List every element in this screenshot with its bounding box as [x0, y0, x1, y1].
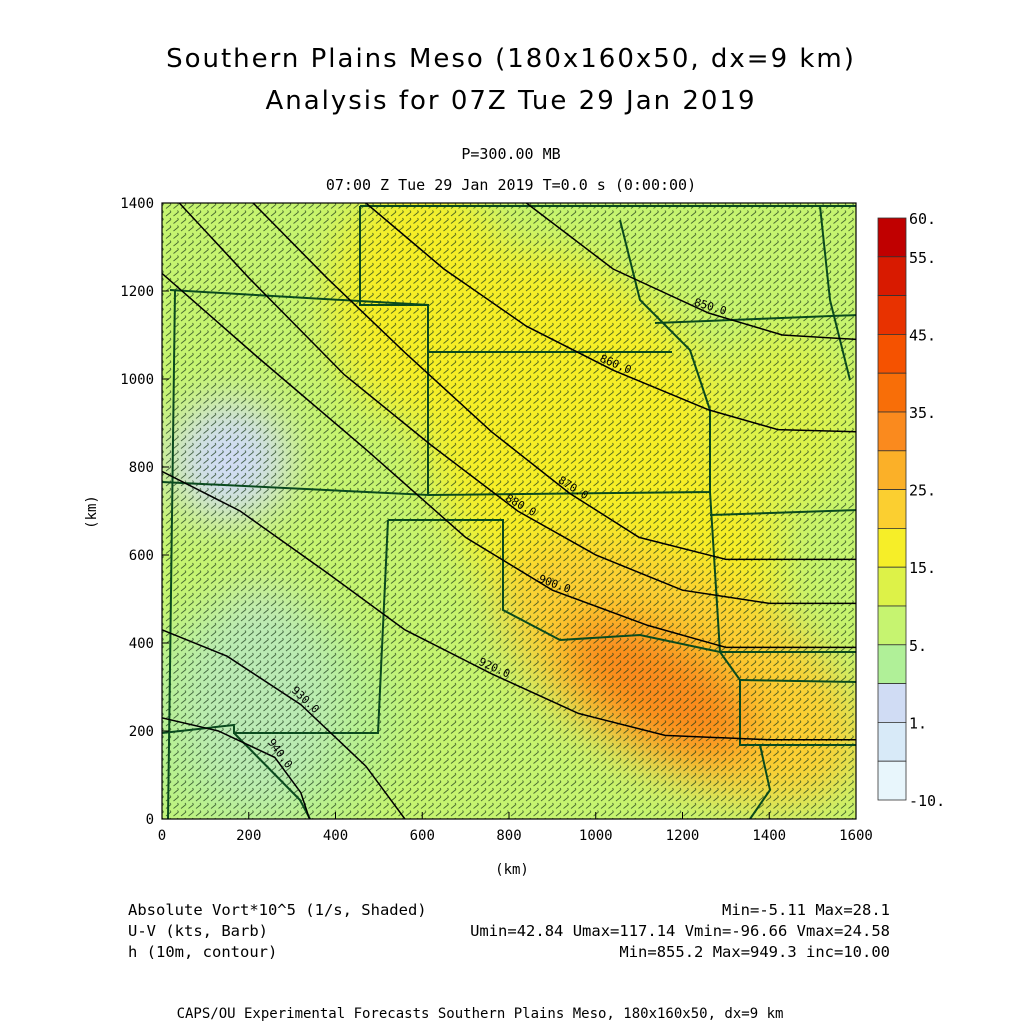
x-axis: 0 200 400 600 800 1000 1200 1400 1600 — [158, 812, 873, 844]
colorbar-label: 45. — [909, 326, 936, 344]
height-contour — [162, 629, 406, 819]
y-tick-label: 0 — [146, 812, 154, 828]
height-contour — [162, 470, 856, 741]
colorbar-swatch — [877, 450, 907, 490]
y-tick-label: 1400 — [120, 196, 154, 212]
title-line-1: Southern Plains Meso (180x160x50, dx=9 k… — [166, 44, 856, 74]
colorbar-label: 60. — [909, 210, 936, 228]
y-tick-label: 200 — [129, 724, 154, 740]
colorbar-swatch — [877, 411, 907, 452]
x-tick-label: 1400 — [752, 828, 786, 844]
footer-wind-range: Umin=42.84 Umax=117.14 Vmin=-96.66 Vmax=… — [470, 922, 890, 940]
colorbar-swatch — [877, 489, 907, 529]
colorbar-swatch — [877, 333, 907, 374]
x-tick-label: 1000 — [579, 828, 613, 844]
colorbar-swatch — [877, 644, 907, 684]
colorbar-swatch — [877, 722, 907, 762]
x-tick-label: 1200 — [666, 828, 700, 844]
state-borders — [162, 205, 856, 819]
x-tick-label: 0 — [158, 828, 166, 844]
y-tick-label: 1200 — [120, 284, 154, 300]
colorbar-swatch — [877, 217, 907, 258]
y-tick-label: 1000 — [120, 372, 154, 388]
x-tick-label: 600 — [410, 828, 435, 844]
colorbar-label: 35. — [909, 404, 936, 422]
footer-vort-label: Absolute Vort*10^5 (1/s, Shaded) — [128, 901, 427, 919]
y-axis-label: (km) — [84, 495, 100, 529]
footer-vort-range: Min=-5.11 Max=28.1 — [722, 901, 890, 919]
colorbar-swatch — [877, 760, 907, 801]
colorbar-label: 55. — [909, 249, 936, 267]
colorbar-swatch — [877, 528, 907, 568]
footer-wind-label: U-V (kts, Barb) — [128, 922, 268, 940]
time-label: 07:00 Z Tue 29 Jan 2019 T=0.0 s (0:00:00… — [325, 176, 697, 194]
colorbar: 60. 55. 45. 35. 25. 15. 5. 1. -10. — [877, 210, 945, 810]
y-tick-label: 800 — [129, 460, 154, 476]
colorbar-label: 15. — [909, 559, 936, 577]
colorbar-swatch — [877, 372, 907, 413]
x-tick-label: 800 — [496, 828, 521, 844]
x-tick-label: 400 — [323, 828, 348, 844]
height-contour — [252, 203, 856, 561]
height-contour — [178, 203, 856, 605]
colorbar-swatch — [877, 256, 907, 296]
y-tick-label: 400 — [129, 636, 154, 652]
level-label: P=300.00 MB — [461, 145, 561, 163]
colorbar-label: 25. — [909, 482, 936, 500]
colorbar-label: 5. — [909, 637, 927, 655]
x-tick-label: 200 — [236, 828, 261, 844]
colorbar-swatch — [877, 295, 907, 335]
colorbar-label: 1. — [909, 714, 927, 732]
height-contour — [162, 272, 856, 649]
y-tick-label: 600 — [129, 548, 154, 564]
height-contour — [162, 717, 311, 819]
title-line-2: Analysis for 07Z Tue 29 Jan 2019 — [265, 86, 757, 116]
y-axis: 0 200 400 600 800 1000 1200 1400 — [120, 196, 169, 828]
x-tick-label: 1600 — [839, 828, 873, 844]
x-axis-label: (km) — [495, 862, 529, 878]
height-contour — [365, 203, 856, 433]
footer-credit: CAPS/OU Experimental Forecasts Southern … — [176, 1006, 784, 1022]
colorbar-swatch — [877, 566, 907, 607]
footer-height-label: h (10m, contour) — [128, 943, 278, 961]
colorbar-swatch — [877, 683, 907, 723]
height-contour — [525, 203, 856, 341]
footer-height-range: Min=855.2 Max=949.3 inc=10.00 — [619, 943, 890, 961]
colorbar-swatch — [877, 605, 907, 646]
colorbar-label: -10. — [909, 792, 945, 810]
